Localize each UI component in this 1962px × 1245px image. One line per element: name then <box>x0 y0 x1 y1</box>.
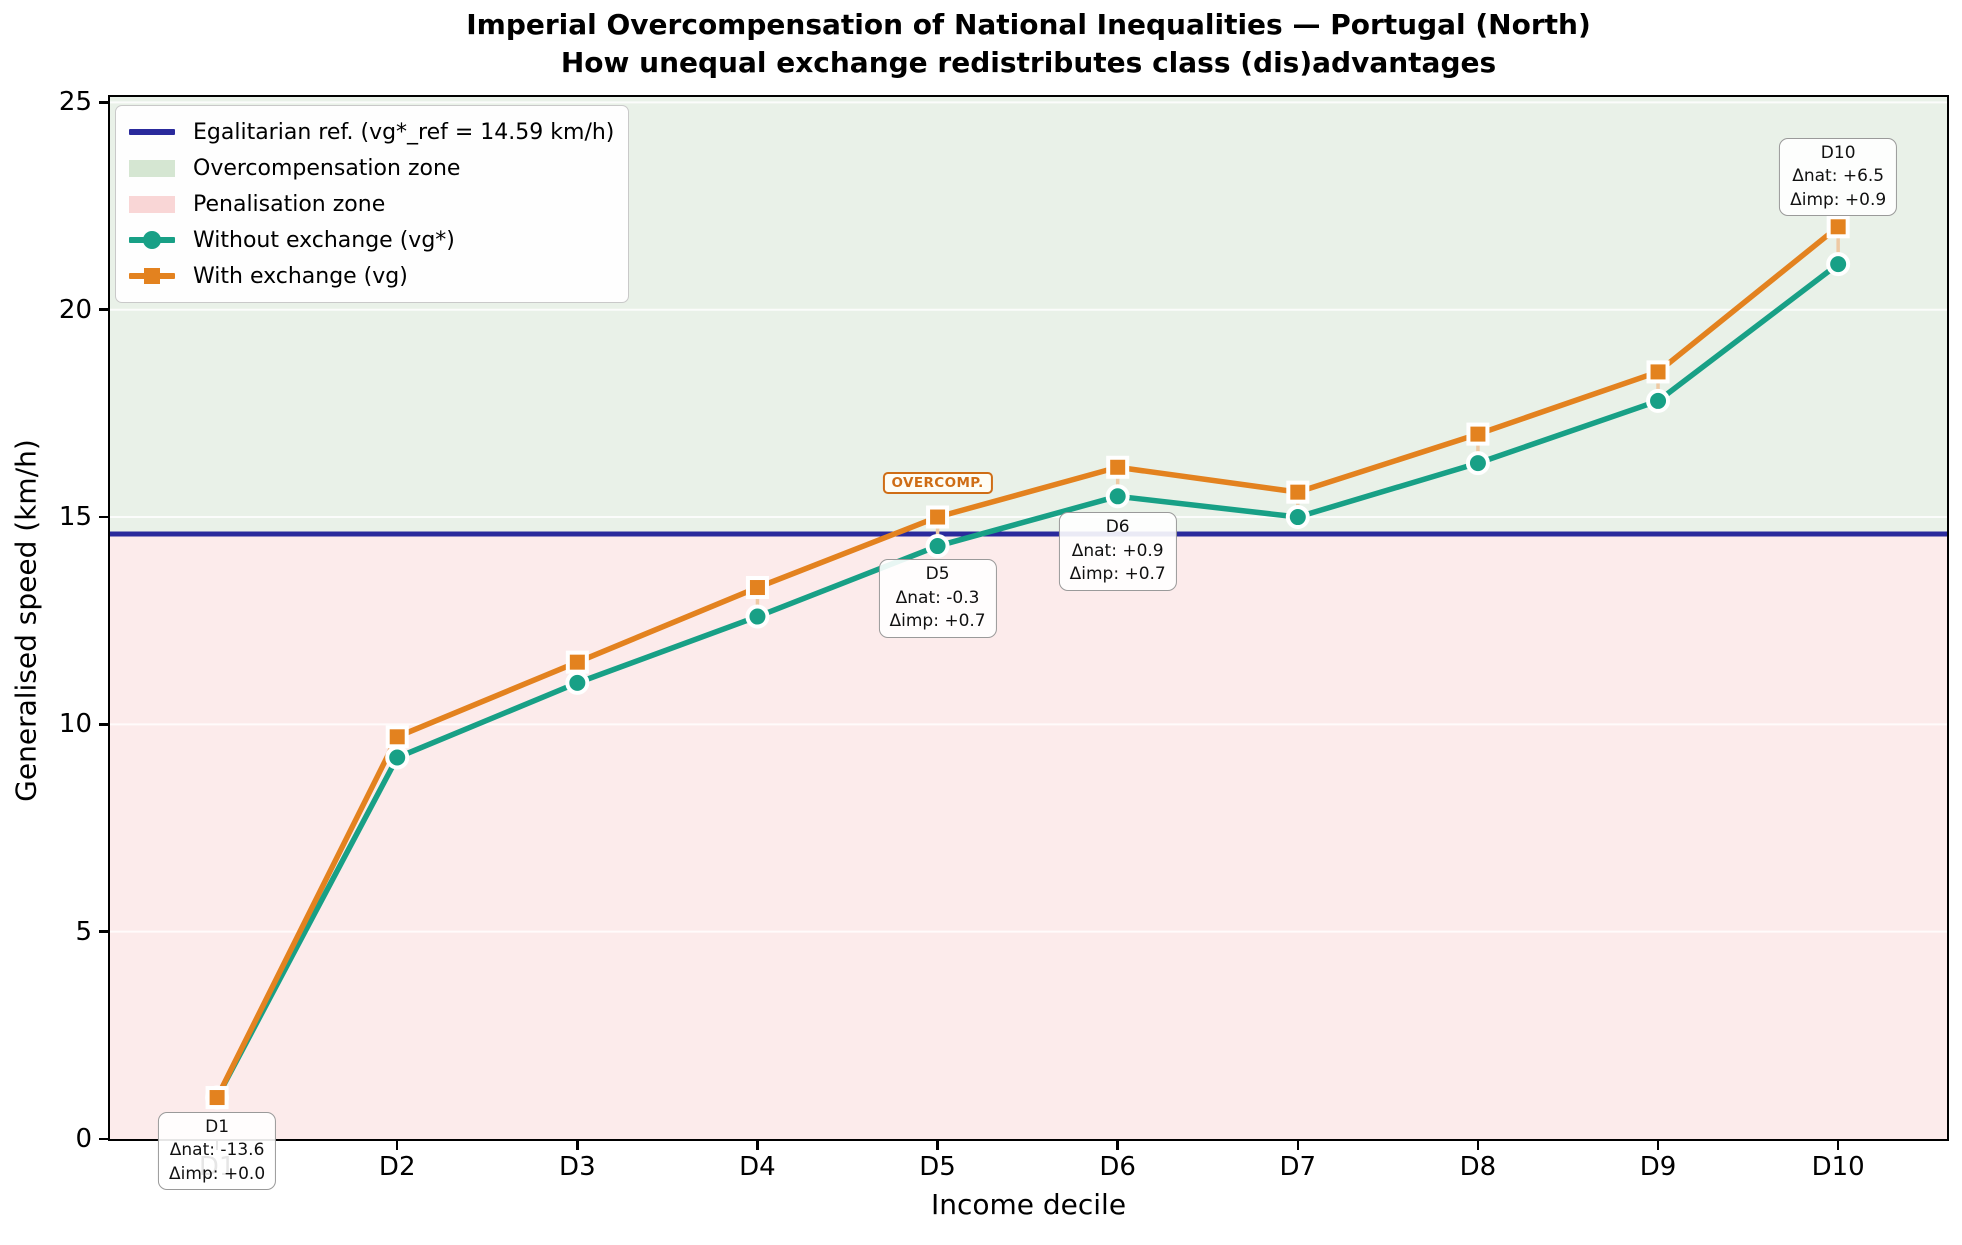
annotation-line: D10 <box>1820 142 1856 163</box>
x-tick-label-d10: D10 <box>1811 1152 1865 1182</box>
data-point-square-D5 <box>926 505 950 529</box>
y-tick-mark <box>99 101 110 104</box>
annotation-d1: D1 Δnat: -13.6 Δimp: +0.0 <box>158 1111 277 1191</box>
y-tick-mark <box>99 930 110 933</box>
data-point-circle-D10 <box>1826 252 1851 277</box>
data-point-square-D1 <box>205 1086 229 1110</box>
y-tick-label: 10 <box>58 709 92 740</box>
series-line-without-exchange <box>214 261 1840 1099</box>
x-tick-label-d2: D2 <box>378 1152 416 1182</box>
x-tick-label-d9: D9 <box>1639 1152 1677 1182</box>
annotation-line: D5 <box>925 564 950 585</box>
data-point-square-D6 <box>1106 455 1130 479</box>
annotation-line: Δimp: +0.7 <box>1069 564 1166 585</box>
x-tick-mark <box>1656 1139 1660 1150</box>
data-point-circle-D9 <box>1646 388 1671 413</box>
data-point-square-D7 <box>1286 480 1310 504</box>
x-tick-mark <box>395 1139 399 1150</box>
without-exchange-swatch <box>129 227 175 253</box>
legend-item-overcompensation-zone: Overcompensation zone <box>129 150 614 186</box>
annotation-line: Δimp: +0.9 <box>1790 189 1887 210</box>
legend: Egalitarian ref. (vg*_ref = 14.59 km/h) … <box>115 105 630 303</box>
annotation-line: D1 <box>205 1116 230 1137</box>
egalitarian-ref-line-swatch <box>129 119 175 145</box>
y-tick-mark <box>99 1137 110 1141</box>
legend-label: With exchange (vg) <box>193 263 408 289</box>
x-tick-mark <box>756 1139 759 1150</box>
annotation-d6: D6 Δnat: +0.9 Δimp: +0.7 <box>1058 512 1177 591</box>
legend-label: Penalisation zone <box>193 191 386 217</box>
data-point-square-D3 <box>565 650 589 674</box>
annotation-d5: D5 Δnat: -0.3 Δimp: +0.7 <box>878 559 997 638</box>
x-axis-label: Income decile <box>930 1188 1127 1221</box>
x-tick-mark <box>936 1139 939 1150</box>
x-tick-label-d7: D7 <box>1279 1152 1317 1182</box>
x-tick-label-d5: D5 <box>919 1152 956 1182</box>
overcompensation-zone-swatch <box>129 155 175 181</box>
overcomp-label: OVERCOMP. <box>882 472 993 495</box>
x-tick-label-d8: D8 <box>1459 1152 1497 1182</box>
annotation-line: Δnat: -13.6 <box>169 1140 265 1161</box>
x-tick-mark <box>1836 1139 1840 1150</box>
plot-svg <box>110 97 1947 1139</box>
legend-label: Overcompensation zone <box>193 155 461 181</box>
x-tick-mark <box>1476 1139 1480 1150</box>
x-tick-mark <box>1116 1139 1119 1150</box>
legend-label: Egalitarian ref. (vg*_ref = 14.59 km/h) <box>193 119 615 145</box>
data-point-circle-D5 <box>925 534 950 559</box>
annotation-line: Δnat: +6.5 <box>1792 166 1885 187</box>
annotation-line: Δnat: -0.3 <box>895 587 980 608</box>
chart-subtitle: How unequal exchange redistributes class… <box>560 46 1497 79</box>
y-tick-label: 20 <box>58 294 92 325</box>
data-point-square-D10 <box>1826 215 1850 239</box>
plot-area: Egalitarian ref. (vg*_ref = 14.59 km/h) … <box>108 95 1949 1191</box>
y-tick-mark <box>99 723 110 726</box>
legend-item-penalisation-zone: Penalisation zone <box>129 186 614 222</box>
y-tick-label: 25 <box>58 87 92 118</box>
chart-title: Imperial Overcompensation of National In… <box>466 8 1591 41</box>
legend-item-egalitarian-ref: Egalitarian ref. (vg*_ref = 14.59 km/h) <box>129 114 614 150</box>
legend-item-with-exchange: With exchange (vg) <box>129 258 614 294</box>
data-point-circle-D8 <box>1465 451 1490 476</box>
legend-item-without-exchange: Without exchange (vg*) <box>129 222 614 258</box>
legend-label: Without exchange (vg*) <box>193 227 455 253</box>
x-tick-mark <box>576 1139 579 1150</box>
y-axis-label: Generalised speed (km/h) <box>9 439 43 802</box>
with-exchange-swatch <box>129 263 175 289</box>
data-point-square-D9 <box>1646 360 1670 384</box>
data-point-circle-D3 <box>565 670 590 695</box>
x-tick-label-d4: D4 <box>739 1152 776 1182</box>
y-tick-mark <box>99 515 110 519</box>
annotation-line: Δimp: +0.7 <box>889 611 986 632</box>
data-point-square-D8 <box>1466 422 1490 446</box>
series-line-with-exchange <box>214 224 1840 1099</box>
data-point-circle-D7 <box>1285 505 1310 530</box>
data-point-circle-D2 <box>385 745 410 770</box>
y-tick-label: 5 <box>75 916 92 947</box>
data-point-circle-D6 <box>1105 484 1130 509</box>
annotation-d10: D10 Δnat: +6.5 Δimp: +0.9 <box>1779 137 1898 217</box>
penalisation-zone-swatch <box>129 191 175 217</box>
annotation-line: D6 <box>1105 517 1130 538</box>
data-point-square-D4 <box>745 576 769 600</box>
y-tick-mark <box>99 308 110 311</box>
x-tick-label-d6: D6 <box>1099 1152 1136 1182</box>
annotation-line: Δnat: +0.9 <box>1071 540 1164 561</box>
x-tick-mark <box>1296 1139 1300 1150</box>
data-point-circle-D4 <box>745 604 770 629</box>
annotation-line: Δimp: +0.0 <box>169 1163 266 1184</box>
data-point-square-D2 <box>385 725 409 749</box>
y-tick-label: 15 <box>58 502 92 533</box>
y-tick-label: 0 <box>75 1124 92 1154</box>
x-tick-label-d3: D3 <box>559 1152 596 1182</box>
penalisation-zone <box>110 534 1947 1139</box>
